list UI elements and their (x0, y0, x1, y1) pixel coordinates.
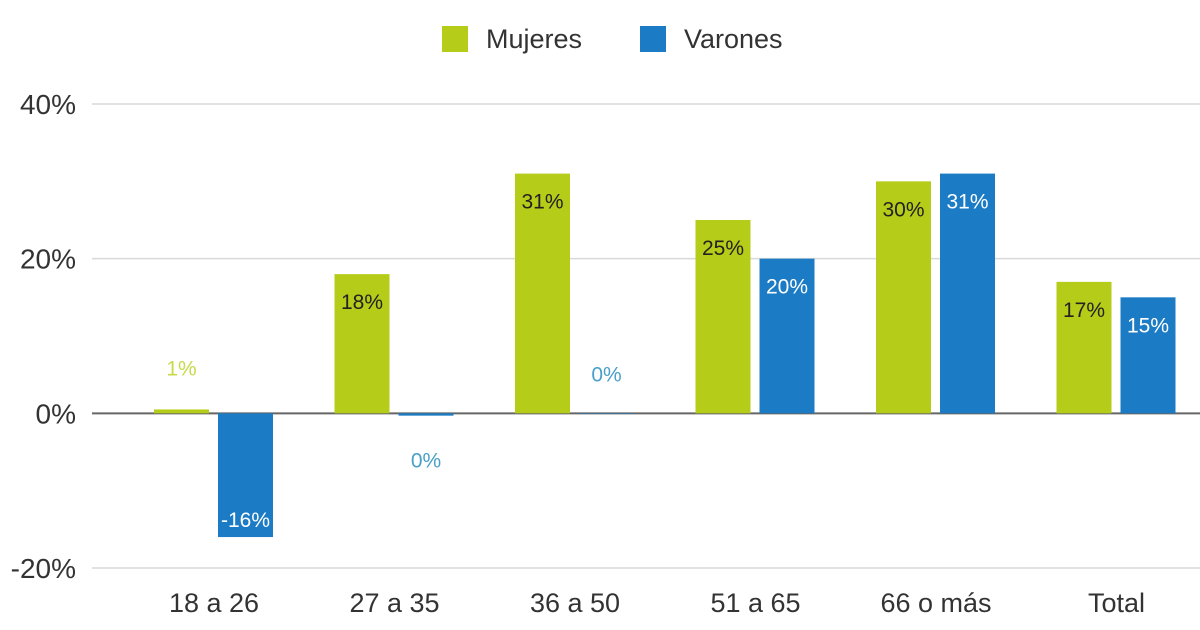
bar-mujeres (334, 274, 390, 414)
y-tick-label: 20% (20, 244, 76, 275)
bar-varones (398, 413, 454, 416)
data-label: 31% (946, 191, 988, 214)
bar-varones (579, 413, 634, 414)
x-tick-label: 18 a 26 (169, 588, 259, 618)
data-label: 0% (411, 449, 441, 472)
y-tick-label: 0% (36, 398, 76, 429)
x-tick-label: 36 a 50 (530, 588, 620, 618)
legend-swatch-mujeres (442, 26, 468, 52)
x-tick-label: 27 a 35 (349, 588, 439, 618)
bar-varones (759, 258, 815, 414)
legend-label: Mujeres (486, 24, 582, 54)
x-tick-label: 66 o más (880, 588, 991, 618)
legend-swatch-varones (640, 26, 666, 52)
bar-varones (218, 413, 273, 538)
data-label: 15% (1127, 314, 1169, 337)
data-label: 17% (1063, 299, 1105, 322)
data-label: -16% (221, 509, 270, 532)
data-label: 1% (166, 357, 196, 380)
data-label: 20% (766, 276, 808, 299)
x-tick-label: 51 a 65 (710, 588, 800, 618)
bar-mujeres (695, 220, 751, 414)
x-tick-label: Total (1088, 588, 1145, 618)
bar-mujeres (876, 181, 931, 414)
bar-varones (940, 173, 995, 414)
data-label: 25% (702, 237, 744, 260)
bar-varones (1120, 297, 1176, 414)
data-label: 30% (882, 198, 924, 221)
data-label: 0% (591, 363, 621, 386)
y-tick-label: -20% (11, 553, 76, 584)
data-label: 31% (521, 191, 563, 214)
bar-mujeres (1056, 281, 1112, 414)
bar-mujeres (154, 409, 209, 414)
y-tick-label: 40% (20, 89, 76, 120)
legend-label: Varones (684, 24, 783, 54)
bar-mujeres (515, 173, 570, 414)
data-label: 18% (341, 291, 383, 314)
